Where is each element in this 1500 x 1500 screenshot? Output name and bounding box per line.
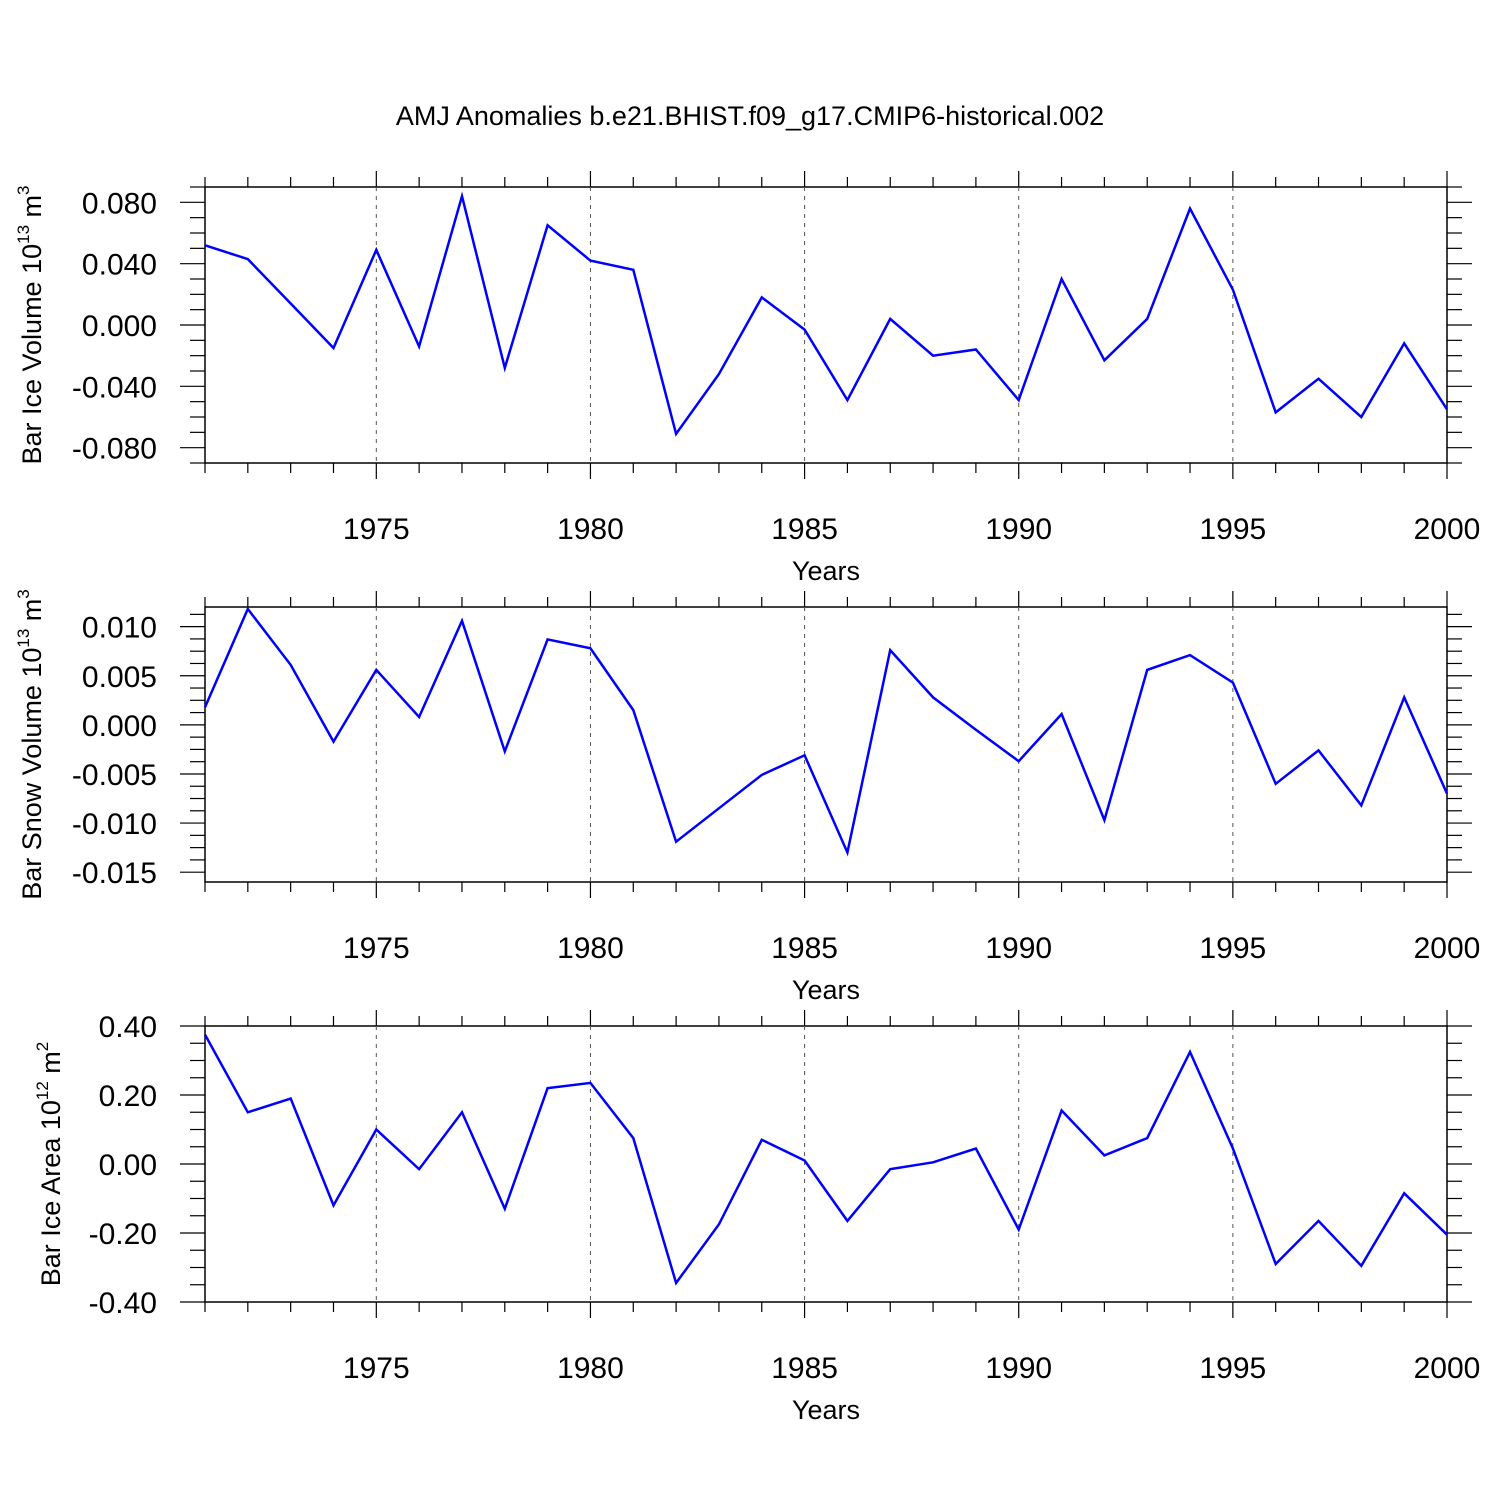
x-tick-label: 1985 (771, 932, 838, 965)
plot-frame (204, 186, 1448, 464)
y-axis-title-ylabel-unit: m (17, 195, 47, 225)
x-tick-label: 1975 (343, 932, 410, 965)
x-tick-label: 1975 (343, 513, 410, 546)
y-tick-label: 0.20 (99, 1080, 157, 1113)
y-axis-title: Bar Ice Volume 1013 m3 (14, 185, 47, 464)
y-tick-label: -0.005 (72, 759, 157, 792)
y-axis-title-ylabel: Bar Snow Volume 10 (17, 648, 47, 900)
y-axis-title-ylabel-unit-exp: 3 (14, 185, 33, 194)
y-tick-label: 0.40 (99, 1011, 157, 1044)
y-tick-label: 0.000 (82, 310, 157, 343)
plot-frame (204, 1025, 1448, 1303)
y-tick-label: -0.080 (72, 433, 157, 466)
x-tick-label: 1995 (1199, 1352, 1266, 1385)
plot-frame (204, 606, 1448, 883)
x-tick-label: 1990 (985, 513, 1052, 546)
y-tick-label: 0.00 (99, 1149, 157, 1182)
y-axis-title-ylabel: Bar Ice Area 10 (36, 1100, 66, 1286)
panel-3: -0.40 -0.20 0.00 0.20 0.40 1975 1980 1985 1990 19… (33, 1010, 1480, 1425)
x-tick-label: 1990 (985, 932, 1052, 965)
x-tick-label: 1990 (985, 1352, 1052, 1385)
panel-1: -0.080 -0.040 0.000 0.040 0.080 1975 1980 1985 1… (14, 171, 1480, 586)
series-line (203, 1033, 1448, 1286)
y-tick-label: -0.010 (72, 808, 157, 841)
y-axis-title: Bar Ice Area 1012 m2 (33, 1042, 66, 1287)
x-tick-label: 2000 (1414, 513, 1481, 546)
y-tick-label: 0.040 (82, 249, 157, 282)
y-tick-label: 0.000 (82, 710, 157, 743)
y-tick-label: -0.040 (72, 371, 157, 404)
x-tick-label: 1985 (771, 513, 838, 546)
y-axis-title: Bar Snow Volume 1013 m3 (14, 589, 47, 900)
panel-2: -0.015 -0.010 -0.005 0.000 0.005 0.010 1975 198… (14, 589, 1480, 1005)
y-tick-label: 0.005 (82, 661, 157, 694)
x-tick-label: 2000 (1414, 932, 1481, 965)
x-axis-title: Years (792, 1395, 860, 1425)
y-axis-title-ylabel-unit-exp: 2 (33, 1042, 52, 1051)
x-tick-label: 1980 (557, 1352, 624, 1385)
y-tick-label: -0.40 (89, 1287, 157, 1320)
y-axis-title-ylabel-unit: m (36, 1051, 66, 1081)
x-tick-label: 1995 (1199, 932, 1266, 965)
chart-title: AMJ Anomalies b.e21.BHIST.f09_g17.CMIP6-… (396, 101, 1104, 131)
y-axis-title-ylabel-unit: m (17, 599, 47, 629)
series-line (204, 191, 1449, 437)
x-tick-label: 1980 (557, 932, 624, 965)
y-axis-title-ylabel: Bar Ice Volume 10 (17, 244, 47, 465)
y-tick-label: 0.010 (82, 612, 157, 645)
y-tick-label: -0.20 (89, 1218, 157, 1251)
series-line (203, 606, 1449, 857)
x-tick-label: 1995 (1199, 513, 1266, 546)
y-axis-title-ylabel-exp: 13 (14, 629, 33, 648)
y-axis-title-ylabel-exp: 12 (33, 1081, 52, 1100)
x-axis-title: Years (792, 975, 860, 1005)
y-tick-label: -0.015 (72, 857, 157, 890)
y-axis-title-ylabel-exp: 13 (14, 225, 33, 244)
x-tick-label: 1985 (771, 1352, 838, 1385)
x-tick-label: 1975 (343, 1352, 410, 1385)
x-tick-label: 1980 (557, 513, 624, 546)
y-tick-label: 0.080 (82, 187, 157, 220)
x-tick-label: 2000 (1414, 1352, 1481, 1385)
x-axis-title: Years (792, 556, 860, 586)
y-axis-title-ylabel-unit-exp: 3 (14, 589, 33, 598)
